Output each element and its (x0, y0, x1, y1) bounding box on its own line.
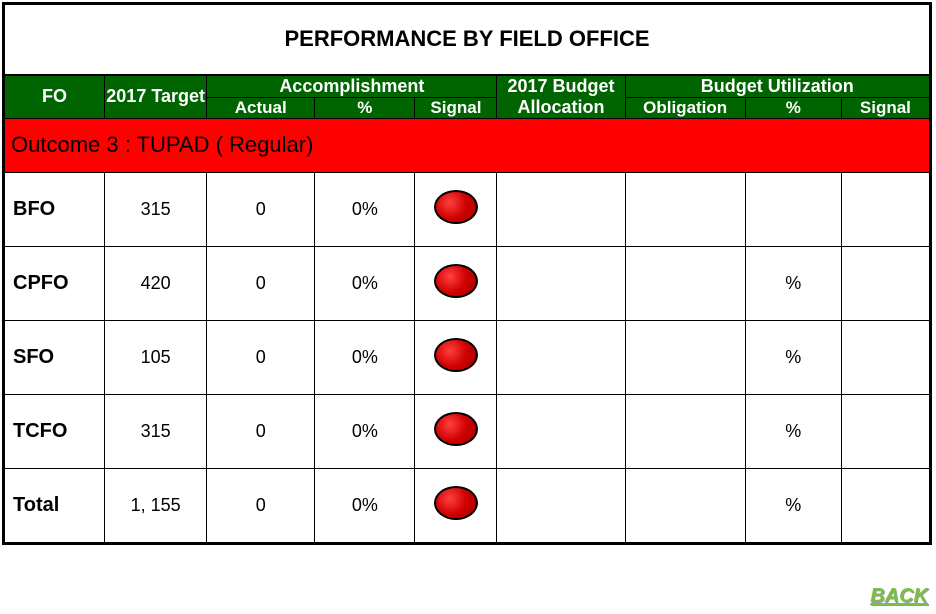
cell-actual: 0 (207, 246, 315, 320)
cell-acc-signal (415, 468, 497, 542)
back-button[interactable]: BACK (870, 585, 928, 608)
signal-red-icon (434, 486, 478, 520)
cell-target: 105 (105, 320, 207, 394)
table-row: TCFO31500%% (5, 394, 930, 468)
cell-fo: BFO (5, 172, 105, 246)
cell-obligation (625, 320, 745, 394)
cell-acc-signal (415, 246, 497, 320)
cell-actual: 0 (207, 320, 315, 394)
cell-util-signal (841, 394, 929, 468)
cell-fo: CPFO (5, 246, 105, 320)
outcome-label: Outcome 3 : TUPAD ( Regular) (5, 118, 930, 172)
header-target: 2017 Target (105, 75, 207, 119)
cell-budget (497, 320, 625, 394)
cell-budget (497, 394, 625, 468)
cell-target: 1, 155 (105, 468, 207, 542)
header-util-pct: % (745, 97, 841, 118)
cell-obligation (625, 246, 745, 320)
title-row: PERFORMANCE BY FIELD OFFICE (5, 5, 930, 75)
header-budget-util: Budget Utilization (625, 75, 929, 98)
cell-budget (497, 246, 625, 320)
table-row: BFO31500% (5, 172, 930, 246)
header-accomplishment: Accomplishment (207, 75, 497, 98)
cell-util-pct: % (745, 468, 841, 542)
cell-acc-pct: 0% (315, 394, 415, 468)
table-row: Total1, 15500%% (5, 468, 930, 542)
table-row: CPFO42000%% (5, 246, 930, 320)
cell-util-pct: % (745, 246, 841, 320)
header-acc-signal: Signal (415, 97, 497, 118)
cell-acc-pct: 0% (315, 468, 415, 542)
cell-acc-pct: 0% (315, 320, 415, 394)
cell-util-pct: % (745, 320, 841, 394)
cell-acc-signal (415, 320, 497, 394)
cell-util-signal (841, 246, 929, 320)
cell-util-signal (841, 172, 929, 246)
cell-actual: 0 (207, 468, 315, 542)
cell-util-pct (745, 172, 841, 246)
cell-target: 315 (105, 394, 207, 468)
header-fo: FO (5, 75, 105, 119)
cell-budget (497, 468, 625, 542)
cell-obligation (625, 394, 745, 468)
cell-actual: 0 (207, 172, 315, 246)
cell-acc-signal (415, 394, 497, 468)
signal-red-icon (434, 190, 478, 224)
header-row-1: FO 2017 Target Accomplishment 2017 Budge… (5, 75, 930, 98)
cell-fo: Total (5, 468, 105, 542)
cell-obligation (625, 172, 745, 246)
header-actual: Actual (207, 97, 315, 118)
cell-target: 315 (105, 172, 207, 246)
cell-util-signal (841, 468, 929, 542)
signal-red-icon (434, 264, 478, 298)
table-row: SFO10500%% (5, 320, 930, 394)
header-budget-alloc: 2017 Budget Allocation (497, 75, 625, 119)
cell-fo: TCFO (5, 394, 105, 468)
performance-table-container: PERFORMANCE BY FIELD OFFICE FO 2017 Targ… (2, 2, 932, 545)
cell-util-pct: % (745, 394, 841, 468)
cell-budget (497, 172, 625, 246)
header-acc-pct: % (315, 97, 415, 118)
outcome-row: Outcome 3 : TUPAD ( Regular) (5, 118, 930, 172)
cell-acc-signal (415, 172, 497, 246)
cell-fo: SFO (5, 320, 105, 394)
cell-obligation (625, 468, 745, 542)
cell-acc-pct: 0% (315, 172, 415, 246)
signal-red-icon (434, 412, 478, 446)
cell-util-signal (841, 320, 929, 394)
page-title: PERFORMANCE BY FIELD OFFICE (5, 5, 930, 75)
signal-red-icon (434, 338, 478, 372)
cell-acc-pct: 0% (315, 246, 415, 320)
header-util-signal: Signal (841, 97, 929, 118)
cell-target: 420 (105, 246, 207, 320)
cell-actual: 0 (207, 394, 315, 468)
performance-table: PERFORMANCE BY FIELD OFFICE FO 2017 Targ… (4, 4, 930, 543)
header-obligation: Obligation (625, 97, 745, 118)
